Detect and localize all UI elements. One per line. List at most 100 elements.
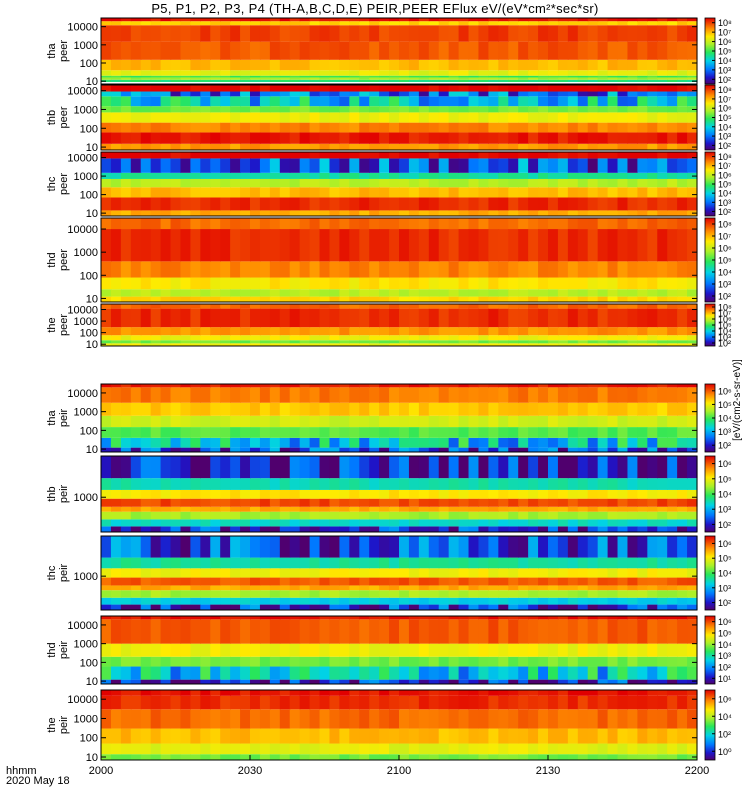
heat-cell [299,85,311,92]
heat-cell [329,456,340,479]
heat-cell [408,519,420,527]
heat-cell [160,427,172,438]
heat-cell [468,261,480,278]
heat-cell [319,178,331,188]
heat-cell [508,178,519,188]
heat-cell [667,18,678,22]
heat-cell [597,427,609,438]
heat-cell [518,327,529,336]
heat-cell [587,85,599,92]
heat-cell [369,679,380,684]
x-tick-label: 2200 [685,765,709,777]
heat-cell [518,506,529,512]
heat-cell [110,709,122,729]
heat-cell [389,85,400,92]
heat-cell [210,229,221,262]
heat-cell [279,218,291,230]
heat-cell [647,754,658,760]
heat-cell [230,679,241,684]
heat-cell [369,387,380,403]
heat-cell [339,296,350,302]
heat-cell [369,585,380,591]
heat-cell [240,96,251,107]
heat-cell [250,91,261,97]
heat-cell [408,666,420,680]
heat-cell [557,277,569,290]
heat-cell [498,557,509,569]
heat-cell [597,590,609,598]
heat-cell [150,152,162,159]
heat-cell [259,304,271,309]
heat-cell [508,384,519,388]
heat-cell [488,261,499,278]
heat-cell [150,158,162,173]
heat-cell [250,437,261,448]
heat-cell [438,679,450,684]
heat-cell [289,743,301,755]
heat-cell [657,643,668,657]
heat-cell [657,79,668,83]
heat-cell [339,498,350,507]
heat-cell [637,261,648,278]
heat-cell [339,132,350,144]
heat-cell [597,343,609,346]
heat-cell [548,604,559,610]
heat-cell [687,728,698,744]
heat-cell [667,478,678,490]
heat-cell [180,21,191,26]
heat-cell [488,754,499,760]
heat-cell [637,728,648,744]
heat-cell [130,304,142,309]
heat-cell [269,122,281,133]
heat-cell [140,91,152,97]
heat-cell [240,557,251,569]
heat-cell [677,210,688,216]
heat-cell [488,77,499,80]
heat-cell [200,568,211,578]
heat-cell [637,690,648,696]
heat-cell [458,643,470,657]
heat-cell [190,277,201,290]
heat-cell [577,402,589,416]
heat-cell [269,85,281,92]
heat-cell [319,327,331,336]
heat-cell [170,511,182,520]
heat-cell [319,656,331,667]
heat-cell [418,604,430,610]
heat-cell [379,172,390,179]
heat-cell [379,557,390,569]
heat-cell [339,106,350,113]
heat-cell [259,327,271,336]
heat-cell [329,343,340,346]
heat-cell [438,536,450,558]
heat-cell [548,728,559,744]
heat-cell [359,511,370,520]
heat-cell [170,754,182,760]
heat-cell [349,75,360,78]
heat-cell [220,384,231,388]
heat-cell [180,511,191,520]
heat-cell [150,18,162,22]
heat-cell [399,478,410,490]
heat-cell [279,143,291,150]
heat-cell [617,172,629,179]
heat-cell [120,447,132,452]
heat-cell [577,695,589,710]
heat-cell [667,690,678,696]
heat-cell [379,616,390,620]
heat-cell [538,643,549,657]
heat-cell [508,75,519,78]
heat-cell [488,152,499,159]
heat-cell [180,277,191,290]
heat-cell [349,577,360,586]
heat-cell [399,690,410,696]
heat-cell [309,289,321,297]
heat-cell [349,728,360,744]
heat-cell [408,340,420,344]
heat-cell [617,519,629,527]
heat-cell [667,743,678,755]
heat-cell [389,656,400,667]
heat-cell [359,96,370,107]
heat-cell [309,656,321,667]
heat-cell [130,327,142,336]
